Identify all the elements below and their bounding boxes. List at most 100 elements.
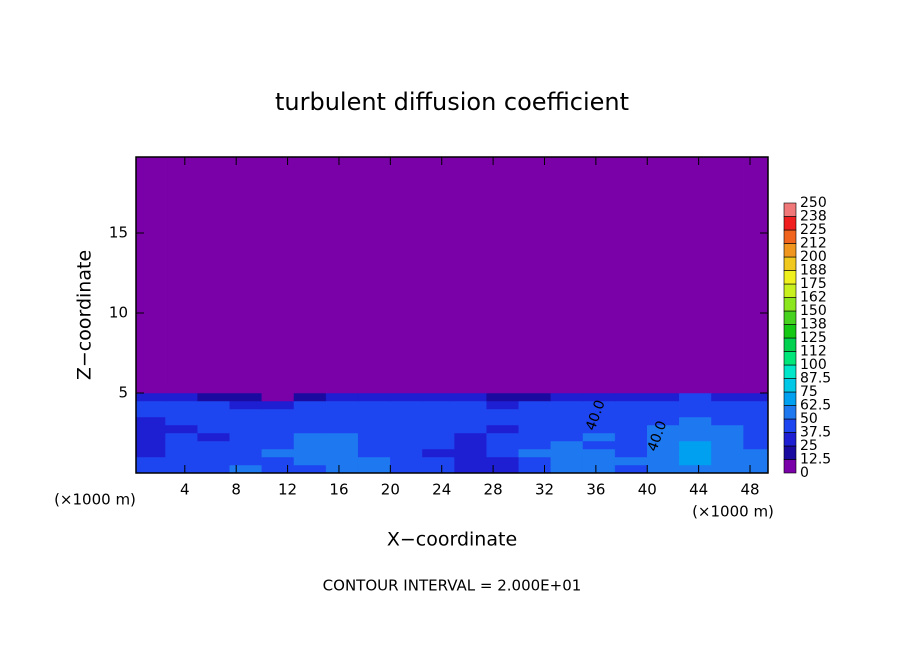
field-cell [261, 156, 295, 386]
field-cell [679, 440, 712, 450]
field-cell [743, 456, 769, 466]
field-cell [486, 384, 520, 394]
field-cell [614, 440, 648, 450]
field-cell [165, 456, 198, 466]
field-cell [357, 440, 391, 450]
field-cell [390, 464, 423, 474]
field-cell [197, 448, 231, 458]
field-cell [135, 440, 166, 450]
field-cell [679, 384, 712, 394]
field-cell [293, 408, 327, 418]
field-cell [550, 408, 584, 418]
colorbar-swatch [783, 297, 797, 312]
x-tick-label: 48 [740, 481, 759, 499]
field-cell [743, 408, 769, 418]
field-cell [135, 424, 166, 434]
field-cell [390, 400, 423, 410]
colorbar-swatch [783, 202, 797, 217]
field-cell [454, 400, 487, 410]
colorbar-label: 250 [800, 195, 827, 211]
field-cell [582, 448, 616, 458]
field-cell [679, 408, 712, 418]
colorbar-swatch [783, 351, 797, 366]
colorbar-label: 175 [800, 276, 827, 292]
field-cell [711, 156, 744, 386]
field-cell [261, 424, 295, 434]
field-cell [711, 392, 744, 402]
field-cell [325, 400, 359, 410]
field-cell [293, 156, 327, 386]
colorbar-swatch [783, 405, 797, 420]
field-cell [357, 464, 391, 474]
field-cell [518, 432, 552, 442]
colorbar-label: 37.5 [800, 425, 831, 441]
field-cell [261, 464, 295, 474]
colorbar-label: 25 [800, 438, 818, 454]
colorbar-swatch [783, 364, 797, 379]
field-cell [614, 464, 648, 474]
colorbar-label: 225 [800, 222, 827, 238]
field-cell [711, 416, 744, 426]
colorbar-swatch [783, 283, 797, 298]
x-tick-label: 16 [329, 481, 348, 499]
field-cell [518, 156, 552, 386]
field-cell [550, 448, 584, 458]
field-cell [390, 408, 423, 418]
field-cell [550, 392, 584, 402]
field-cell [743, 416, 769, 426]
colorbar-label: 100 [800, 357, 827, 373]
field-cell [261, 392, 295, 402]
field-cell [711, 464, 744, 474]
field-cell [197, 156, 231, 386]
field-cell [422, 400, 455, 410]
field-cell [743, 448, 769, 458]
field-cell [486, 440, 520, 450]
x-tick-label: 20 [381, 481, 400, 499]
field-cell [582, 156, 616, 386]
field-cell [550, 464, 584, 474]
field-cell [357, 456, 391, 466]
field-cell [165, 416, 198, 426]
field-cell [390, 448, 423, 458]
colorbar-label: 50 [800, 411, 818, 427]
field-cell [679, 448, 712, 458]
field-cell [135, 432, 166, 442]
field-cell [261, 432, 295, 442]
field-cell [293, 432, 327, 442]
field-cell [197, 424, 231, 434]
field-cell [325, 440, 359, 450]
field-cell [422, 424, 455, 434]
field-cell [197, 384, 231, 394]
field-cell [135, 384, 166, 394]
field-cell [518, 456, 552, 466]
field-cell [422, 408, 455, 418]
field-cell [518, 392, 552, 402]
x-unit-label: (×1000 m) [692, 503, 774, 521]
colorbar-label: 87.5 [800, 371, 831, 387]
field-cell [711, 440, 744, 450]
field-cell [614, 384, 648, 394]
field-cell [422, 416, 455, 426]
field-cell [197, 464, 231, 474]
colorbar-swatch [783, 324, 797, 339]
colorbar-label: 188 [800, 263, 827, 279]
field-cell [325, 384, 359, 394]
field-cell [454, 448, 487, 458]
colorbar-label: 138 [800, 317, 827, 333]
x-tick-label: 28 [484, 481, 503, 499]
field-cell [229, 432, 263, 442]
field-cell [679, 392, 712, 402]
field-cell [550, 384, 584, 394]
field-cell [582, 440, 616, 450]
field-cell [135, 156, 166, 386]
field-cell [165, 432, 198, 442]
field-cell [486, 456, 520, 466]
colorbar-label: 112 [800, 344, 827, 360]
field-cell [647, 408, 680, 418]
field-cell [135, 416, 166, 426]
field-cell [325, 156, 359, 386]
field-cell [293, 440, 327, 450]
field-cell [197, 408, 231, 418]
field-cell [325, 456, 359, 466]
field-cell [486, 408, 520, 418]
